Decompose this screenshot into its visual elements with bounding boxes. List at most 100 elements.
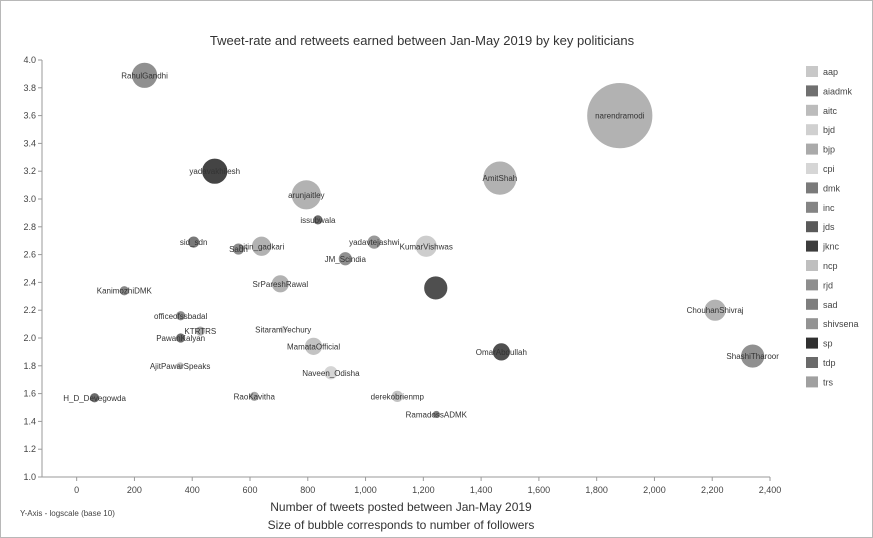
bubble-point [89,392,100,404]
legend-label: cpi [823,164,835,174]
x-tick-label: 200 [127,485,142,495]
legend-swatch [806,279,818,291]
y-tick-label: 2.6 [23,250,36,260]
bubble-label: SrPareshRawal [253,280,309,289]
bubble-label: derekobrienmp [371,392,425,401]
bubble-point [431,410,441,419]
bubble-label: MamataOfficial [287,342,340,351]
y-tick-label: 2.2 [23,305,36,315]
bubble-label: RaoKavitha [234,392,276,401]
bubble-point [270,274,290,294]
x-tick-label: 1,000 [354,485,377,495]
bubble-point [175,332,187,344]
bubble-point [175,310,187,322]
bubble-point [491,342,511,362]
bubble-label: officeofssbadal [154,312,207,321]
legend-label: sad [823,300,838,310]
bubble-label: RamadossADMK [406,410,468,419]
legend-label: inc [823,203,835,213]
y-tick-label: 1.0 [23,472,36,482]
bubble-point [482,160,518,196]
plot-area: 1.0 1.2 1.4 1.6 1.8 2.0 2.2 2.4 2.6 2.8 3.0 3.2 3.4 3… [23,55,781,495]
bubble-point [290,179,322,211]
bubble-label: PawanKalyan [156,334,205,343]
legend-swatch [806,163,818,174]
legend-label: ncp [823,261,838,271]
bubble-label: KTRTRS [184,327,216,336]
bubble-label: KanimozhiDMK [97,287,153,296]
x-tick-label: 1,200 [412,485,435,495]
legend-label: shivsena [823,319,859,329]
bubble-point [586,82,654,149]
bubble-label: sid_sdn [180,238,208,247]
legend-swatch [806,201,818,213]
bubble-label: narendramodi [595,112,645,121]
bubble-series [89,61,766,419]
legend-label: aap [823,67,838,77]
y-axis-ticks: 1.0 1.2 1.4 1.6 1.8 2.0 2.2 2.4 2.6 2.8 3.0 3.2 3.4 3… [23,55,42,482]
bubble-point [390,389,404,403]
bubble-label: SitaramYechury [255,326,311,335]
legend-swatch [806,240,818,252]
legend-label: jds [822,222,835,232]
x-axis-title: Number of tweets posted between Jan-May … [270,500,532,514]
bubble-label: JM_Scindia [325,255,367,264]
y-tick-label: 3.4 [23,138,36,148]
x-tick-label: 800 [300,485,315,495]
bubble-label: nitin_gadkari [239,242,285,251]
legend-swatch [806,182,818,194]
legend-label: trs [823,377,833,387]
legend-swatch [806,124,818,136]
bubble-label: AmitShah [483,174,518,183]
legend-swatch [806,337,818,349]
legend: aap aiadmk aitc bjd bjp cpi dmk inc jds jknc ncp rj… [806,66,859,388]
legend-swatch [806,318,818,330]
bubble-point [278,325,288,335]
bubble-label: AjitPawarSpeaks [150,362,210,371]
bubble-label: ChouhanShivraj [687,306,744,315]
legend-swatch [806,66,818,77]
y-tick-label: 4.0 [23,55,36,65]
x-tick-label: 2,000 [643,485,666,495]
y-axis-note: Y-Axis - logscale (base 10) [20,509,115,518]
bubble-point [248,390,260,402]
bubble-point [323,365,339,381]
y-tick-label: 1.2 [23,444,36,454]
legend-swatch [806,143,818,155]
y-tick-label: 1.4 [23,416,36,426]
bubble-point [187,235,201,249]
bubble-label: RahulGandhi [121,71,168,80]
bubble-point [131,61,158,89]
chart-subtitle: Size of bubble corresponds to number of … [268,518,535,532]
bubble-label: Sadh [229,245,248,254]
x-tick-label: 1,600 [528,485,551,495]
legend-swatch [806,85,818,97]
legend-swatch [806,221,818,233]
y-tick-label: 3.0 [23,194,36,204]
x-tick-label: 400 [185,485,200,495]
legend-swatch [806,298,818,310]
legend-label: bjd [823,125,835,135]
bubble-label: OmarAbdullah [476,348,527,357]
y-tick-label: 3.8 [23,83,36,93]
x-tick-label: 600 [242,485,257,495]
legend-label: sp [823,339,833,349]
bubble-point [414,234,438,258]
bubble-label: H_D_Devegowda [63,394,126,403]
bubble-label: ShashiTharoor [726,352,779,361]
legend-swatch [806,260,818,271]
bubble-point [366,234,382,250]
bubble-point [118,285,130,297]
bubble-labels: RahulGandhi narendramodi yadavakhilesh Amit… [63,71,779,419]
y-tick-label: 3.6 [23,111,36,121]
legend-label: bjp [823,145,835,155]
bubble-label: KumarVishwas [400,242,453,251]
legend-label: tdp [823,358,836,368]
x-tick-label: 1,400 [470,485,493,495]
legend-label: dmk [823,183,841,193]
bubble-label: issubwala [300,216,336,225]
legend-swatch [806,104,818,116]
bubble-point [703,298,727,322]
